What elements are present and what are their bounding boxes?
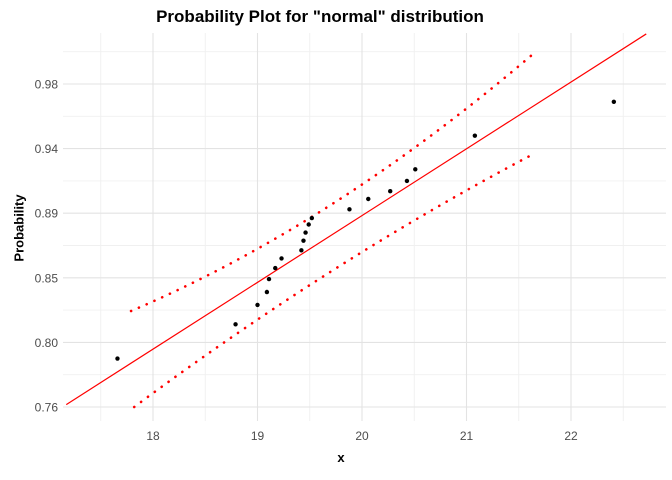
data-point <box>303 230 308 235</box>
y-axis-title: Probability <box>11 194 27 262</box>
lower-confidence-band <box>132 152 535 409</box>
y-tick-label: 0.76 <box>35 401 59 415</box>
x-tick-labels: 18 19 20 21 22 <box>146 429 578 443</box>
x-tick-label: 19 <box>251 429 265 443</box>
data-point <box>472 133 478 138</box>
plot-layer <box>65 33 647 409</box>
data-point <box>115 356 120 361</box>
upper-confidence-band <box>129 49 538 313</box>
y-tick-label: 0.85 <box>35 271 59 285</box>
data-point <box>347 207 352 212</box>
data-point <box>264 289 270 295</box>
data-point <box>413 167 418 172</box>
x-tick-label: 22 <box>564 429 578 443</box>
x-tick-label: 21 <box>460 429 474 443</box>
data-point <box>301 238 306 243</box>
y-tick-label: 0.94 <box>35 142 59 156</box>
y-tick-label: 0.80 <box>35 336 59 350</box>
data-point <box>366 196 371 202</box>
data-point <box>306 222 311 227</box>
data-point <box>388 189 393 194</box>
data-point <box>611 99 617 104</box>
data-points <box>115 99 617 361</box>
plot-title: Probability Plot for "normal" distributi… <box>156 7 484 26</box>
data-point <box>279 256 284 261</box>
data-point <box>273 265 278 271</box>
grid-minor <box>63 33 666 421</box>
data-point <box>309 215 315 221</box>
x-tick-label: 18 <box>146 429 160 443</box>
data-point <box>299 248 304 253</box>
data-point <box>404 178 410 184</box>
data-point <box>255 302 260 308</box>
x-axis-title: x <box>337 450 345 465</box>
data-point <box>233 322 238 327</box>
x-tick-label: 20 <box>355 429 369 443</box>
fit-line <box>65 33 647 406</box>
data-point <box>266 276 272 282</box>
y-tick-labels: 0.98 0.94 0.89 0.85 0.80 0.76 <box>35 78 59 415</box>
grid-major <box>63 33 666 421</box>
y-tick-label: 0.89 <box>35 207 59 221</box>
y-tick-label: 0.98 <box>35 78 59 92</box>
